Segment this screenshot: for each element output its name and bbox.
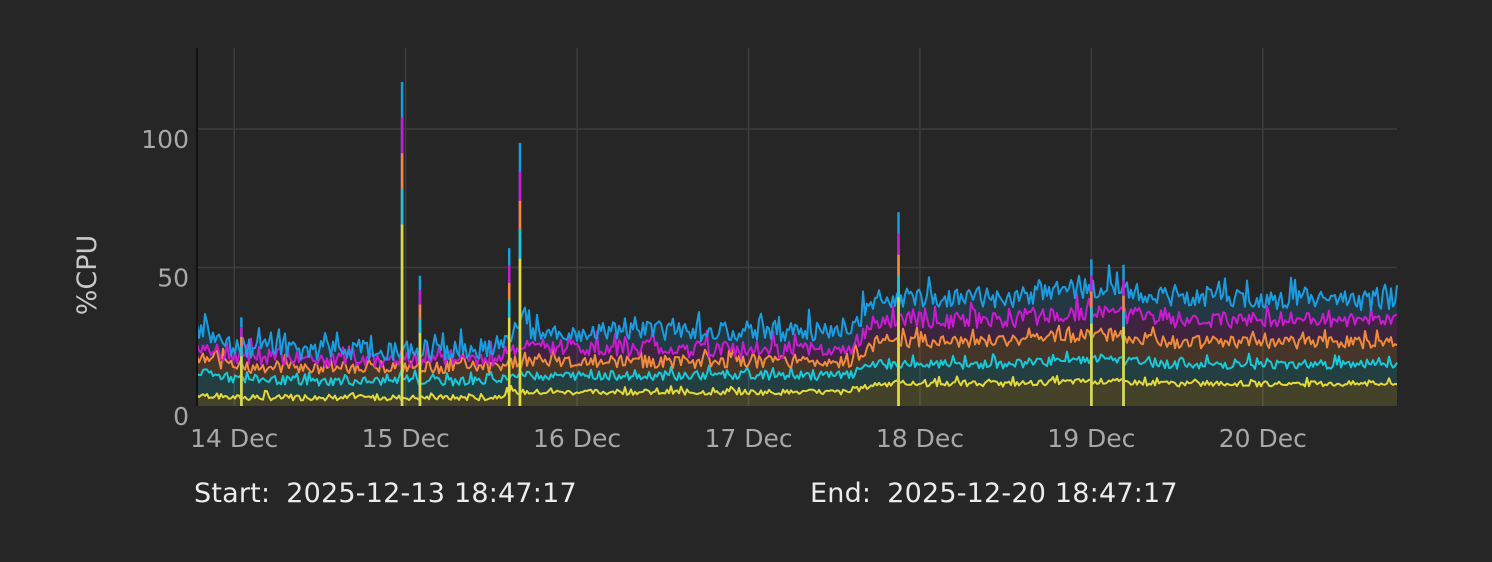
series-line bbox=[196, 292, 1398, 368]
series-lines bbox=[196, 264, 1398, 402]
x-tick-labels: 14 Dec 15 Dec 16 Dec 17 Dec 18 Dec 19 Dec 20 D… bbox=[190, 424, 1307, 453]
cpu-chart: 0 50 100 14 Dec 15 Dec 16 Dec 17 Dec 18 Dec 19 … bbox=[72, 48, 1398, 453]
series-area bbox=[197, 325, 1397, 386]
y-axis-label: %CPU bbox=[72, 235, 103, 316]
y-tick-labels: 0 50 100 bbox=[141, 125, 189, 431]
end-label: End: bbox=[810, 478, 872, 509]
series-area bbox=[197, 293, 1397, 374]
series-line bbox=[196, 350, 1398, 387]
series-line bbox=[196, 375, 1398, 402]
start-time: Start: 2025-12-13 18:47:17 bbox=[194, 478, 577, 509]
y-tick-label: 0 bbox=[173, 402, 189, 431]
y-tick-label: 100 bbox=[141, 125, 189, 154]
x-tick-label: 19 Dec bbox=[1047, 424, 1135, 453]
x-tick-label: 18 Dec bbox=[876, 424, 964, 453]
start-value: 2025-12-13 18:47:17 bbox=[286, 478, 577, 509]
spike-marks bbox=[240, 81, 1125, 406]
x-tick-label: 15 Dec bbox=[362, 424, 450, 453]
end-value: 2025-12-20 18:47:17 bbox=[887, 478, 1178, 509]
grid-lines bbox=[197, 48, 1397, 406]
x-tick-label: 16 Dec bbox=[533, 424, 621, 453]
x-tick-label: 20 Dec bbox=[1219, 424, 1307, 453]
start-label: Start: bbox=[194, 478, 271, 509]
series-line bbox=[196, 264, 1398, 362]
x-tick-label: 17 Dec bbox=[704, 424, 792, 453]
x-tick-label: 14 Dec bbox=[190, 424, 278, 453]
end-time: End: 2025-12-20 18:47:17 bbox=[810, 478, 1178, 509]
y-tick-label: 50 bbox=[157, 264, 189, 293]
